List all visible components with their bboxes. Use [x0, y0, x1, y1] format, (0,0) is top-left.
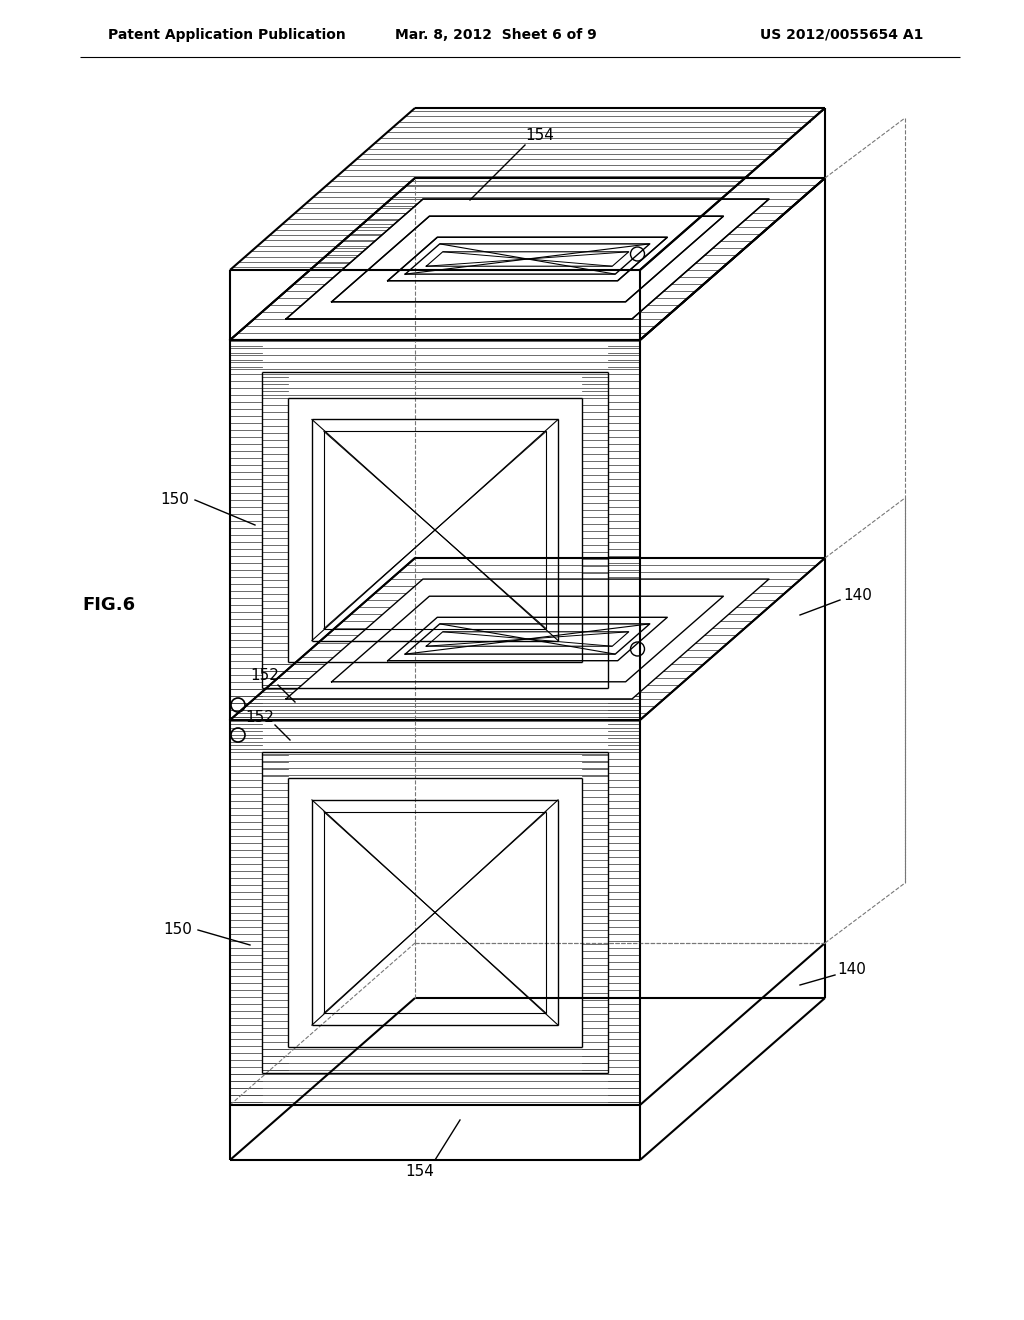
Text: 150: 150	[164, 923, 193, 937]
Text: 140: 140	[838, 962, 866, 978]
Text: 154: 154	[406, 1164, 434, 1180]
Polygon shape	[332, 597, 723, 682]
Polygon shape	[286, 579, 769, 698]
Text: 152: 152	[246, 710, 274, 726]
Text: 154: 154	[525, 128, 554, 143]
Text: 150: 150	[161, 492, 189, 507]
Text: Patent Application Publication: Patent Application Publication	[108, 28, 346, 42]
Text: 140: 140	[844, 587, 872, 602]
Polygon shape	[388, 238, 668, 281]
Polygon shape	[286, 199, 769, 319]
Text: Mar. 8, 2012  Sheet 6 of 9: Mar. 8, 2012 Sheet 6 of 9	[395, 28, 597, 42]
Polygon shape	[388, 618, 668, 661]
Text: FIG.6: FIG.6	[82, 597, 135, 614]
Text: US 2012/0055654 A1: US 2012/0055654 A1	[760, 28, 924, 42]
Text: 152: 152	[251, 668, 280, 682]
Polygon shape	[332, 216, 723, 302]
